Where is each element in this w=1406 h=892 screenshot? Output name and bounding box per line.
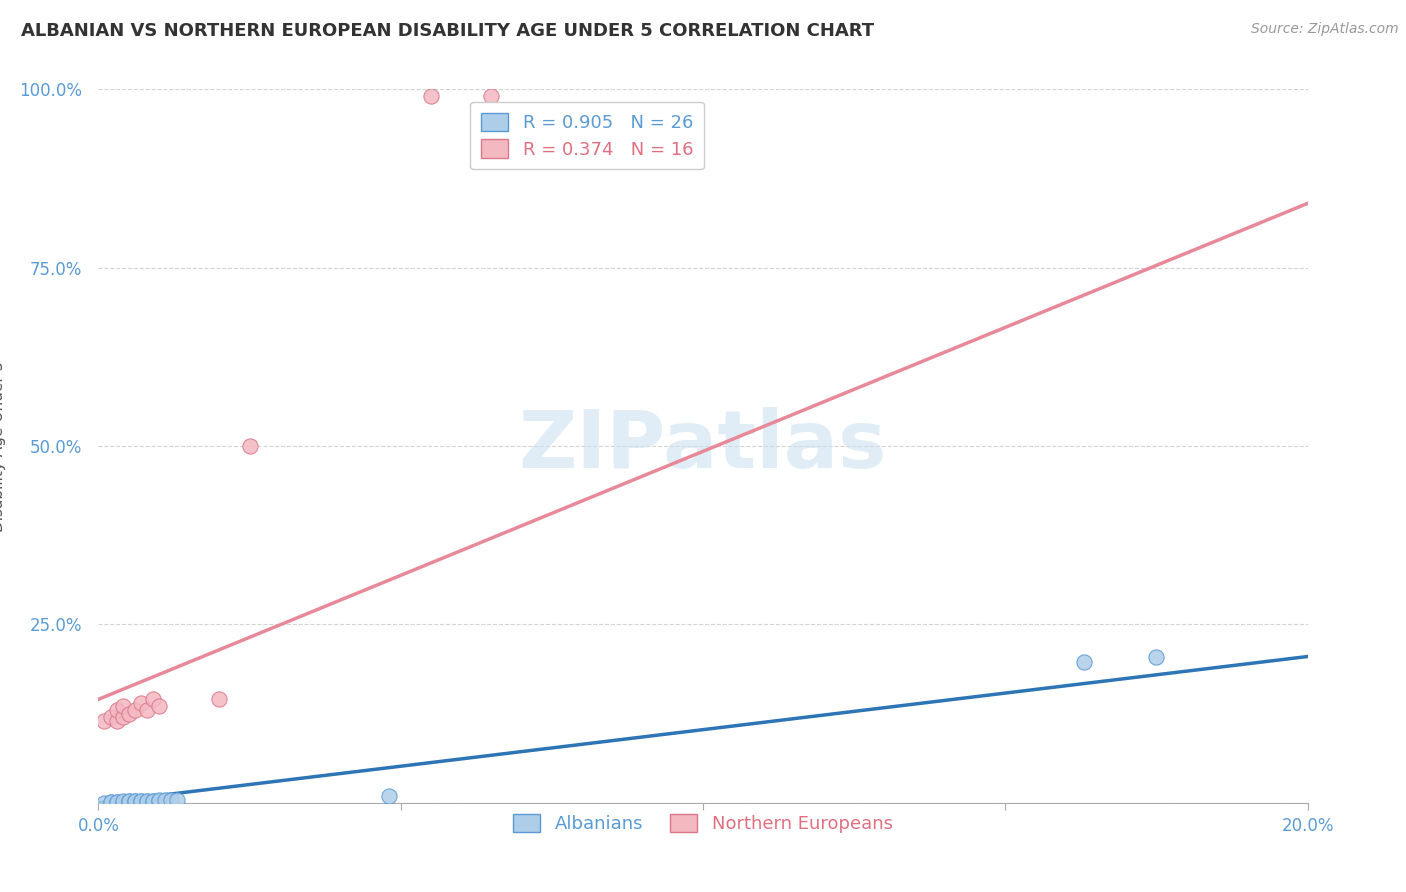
Point <box>148 794 170 808</box>
Point <box>124 794 146 808</box>
Point <box>111 699 134 714</box>
Point <box>105 795 128 809</box>
Point <box>118 706 141 721</box>
Y-axis label: Disability Age Under 5: Disability Age Under 5 <box>0 360 6 532</box>
Point <box>239 439 262 453</box>
Point <box>124 703 146 717</box>
Point <box>93 796 115 810</box>
Text: Source: ZipAtlas.com: Source: ZipAtlas.com <box>1251 22 1399 37</box>
Point <box>135 794 157 808</box>
Point <box>100 795 122 809</box>
Point <box>100 795 122 809</box>
Point <box>100 710 122 724</box>
Point <box>111 794 134 808</box>
Point <box>124 794 146 808</box>
Point <box>129 794 152 808</box>
Point <box>148 699 170 714</box>
Point <box>142 794 165 808</box>
Point <box>105 795 128 809</box>
Point <box>142 692 165 706</box>
Legend: Albanians, Northern Europeans: Albanians, Northern Europeans <box>506 806 900 840</box>
Point <box>166 793 188 807</box>
Point <box>105 703 128 717</box>
Point <box>160 793 183 807</box>
Point <box>129 696 152 710</box>
Point <box>129 794 152 808</box>
Point <box>1144 649 1167 664</box>
Point <box>420 89 443 103</box>
Point <box>208 692 231 706</box>
Point <box>1073 655 1095 669</box>
Point <box>105 714 128 728</box>
Point <box>135 794 157 808</box>
Point <box>118 794 141 808</box>
Point <box>142 794 165 808</box>
Text: ALBANIAN VS NORTHERN EUROPEAN DISABILITY AGE UNDER 5 CORRELATION CHART: ALBANIAN VS NORTHERN EUROPEAN DISABILITY… <box>21 22 875 40</box>
Point <box>135 703 157 717</box>
Point <box>481 89 503 103</box>
Point <box>118 795 141 809</box>
Point <box>111 795 134 809</box>
Point <box>111 710 134 724</box>
Point <box>377 789 399 803</box>
Text: ZIPatlas: ZIPatlas <box>519 407 887 485</box>
Point <box>153 793 176 807</box>
Point <box>118 794 141 808</box>
Point <box>93 714 115 728</box>
Point <box>148 793 170 807</box>
